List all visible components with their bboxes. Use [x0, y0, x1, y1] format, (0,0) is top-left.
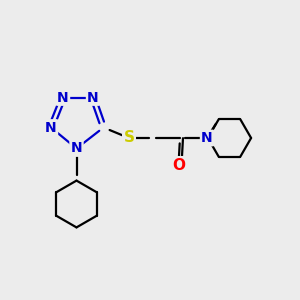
Text: O: O	[172, 158, 185, 172]
Text: N: N	[201, 131, 213, 145]
Text: N: N	[71, 142, 82, 155]
Text: S: S	[124, 130, 134, 146]
Text: N: N	[87, 91, 99, 104]
Text: N: N	[57, 91, 69, 104]
Text: N: N	[45, 121, 57, 134]
